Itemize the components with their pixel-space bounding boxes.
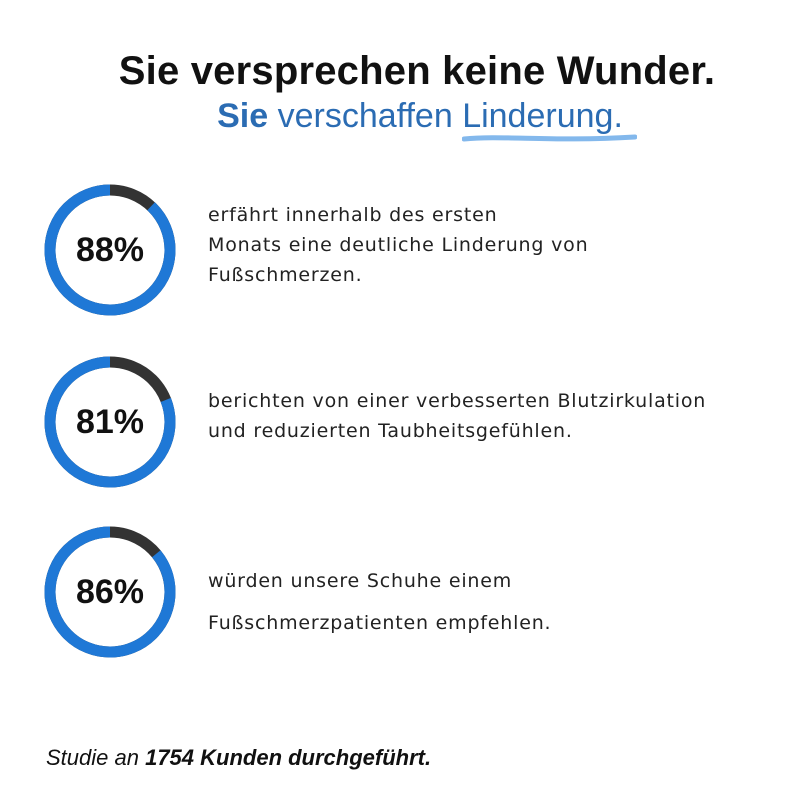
progress-ring-3: 86% — [40, 522, 180, 662]
footnote-bold: 1754 Kunden durchgeführt. — [145, 745, 432, 770]
progress-ring-1: 88% — [40, 180, 180, 320]
stat-description: berichten von einer verbesserten Blutzir… — [208, 386, 706, 446]
stat-item-1: 88% erfährt innerhalb des ersten Monats … — [40, 180, 780, 320]
ring-fill — [44, 184, 176, 316]
progress-ring-2: 81% — [40, 352, 180, 492]
stat-description: erfährt innerhalb des ersten Monats eine… — [208, 200, 588, 290]
headline-period: . — [613, 97, 623, 135]
description-line: erfährt innerhalb des ersten — [208, 204, 498, 226]
headline-middle-text: verschaffen — [268, 97, 463, 135]
ring-fill — [44, 356, 176, 488]
headline: Sie versprechen keine Wunder. Sie versch… — [0, 48, 800, 142]
stat-item-3: 86% würden unsere Schuhe einem Fußschmer… — [40, 522, 780, 662]
description-line: Fußschmerzen. — [208, 264, 363, 286]
description-line: und reduzierten Taubheitsgefühlen. — [208, 420, 573, 442]
brush-underline-icon — [462, 134, 638, 142]
underlined-word-text: Linderung — [462, 97, 614, 135]
stat-item-2: 81% berichten von einer verbesserten Blu… — [40, 352, 780, 492]
study-footnote: Studie an 1754 Kunden durchgeführt. — [46, 745, 431, 771]
percent-label: 88% — [75, 230, 145, 269]
headline-strong-word: Sie — [217, 97, 269, 135]
ring-fill — [44, 526, 176, 658]
stat-description: würden unsere Schuhe einem Fußschmerzpat… — [208, 560, 551, 644]
description-line: Fußschmerzpatienten empfehlen. — [208, 612, 552, 634]
headline-line-1: Sie versprechen keine Wunder. — [118, 49, 716, 93]
headline-line-2: Sie verschaffen Linderung. — [0, 94, 800, 142]
description-line: Monats eine deutliche Linderung von — [208, 234, 589, 256]
percent-label: 81% — [75, 402, 145, 441]
description-line: würden unsere Schuhe einem — [208, 570, 513, 592]
percent-label: 86% — [75, 572, 145, 611]
footnote-prefix: Studie an — [46, 745, 146, 770]
headline-underlined-word: Linderung — [462, 94, 638, 142]
description-line: berichten von einer verbesserten Blutzir… — [208, 390, 707, 412]
